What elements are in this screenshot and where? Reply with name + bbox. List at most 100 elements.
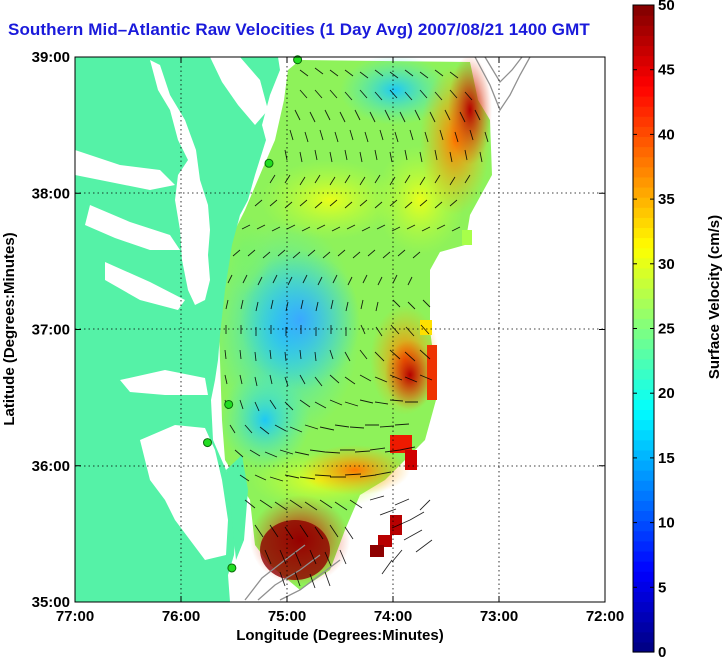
colorbar-swatch	[633, 591, 654, 603]
colorbar-swatch	[633, 621, 654, 633]
y-axis-title: Latitude (Degrees:Minutes)	[1, 232, 18, 425]
vector-rows-offshore	[369, 495, 433, 575]
colorbar-swatch	[633, 500, 654, 512]
colorbar-swatch	[633, 156, 654, 168]
x-tick-label: 73:00	[480, 608, 518, 625]
field-cell	[378, 535, 392, 547]
colorbar-swatch	[633, 459, 654, 471]
x-tick-label: 75:00	[268, 608, 306, 625]
colorbar-swatch	[633, 207, 654, 218]
colorbar-tick-label: 10	[658, 515, 675, 532]
colorbar-swatch	[633, 389, 654, 400]
field-blob-cyan-south	[220, 370, 310, 470]
velocity-field	[210, 57, 492, 590]
x-tick-label: 77:00	[56, 608, 94, 625]
hf-radar-sites	[203, 55, 303, 573]
colorbar-swatch	[633, 298, 654, 309]
field-cell	[370, 545, 384, 557]
colorbar-swatch	[633, 379, 654, 390]
colorbar-swatch	[633, 237, 654, 249]
hf-radar-site	[203, 438, 212, 448]
x-tick-label: 72:00	[586, 608, 624, 625]
colorbar-swatch	[633, 409, 654, 421]
field-blob-blue-center	[240, 250, 360, 390]
field-blob-red-east	[385, 340, 435, 410]
x-tick-label: 76:00	[162, 608, 200, 625]
x-axis-title: Longitude (Degrees:Minutes)	[236, 627, 444, 644]
colorbar-swatch	[633, 116, 654, 127]
vector-rows-north	[284, 67, 489, 163]
colorbar-swatch	[633, 318, 654, 330]
colorbar: 0 5 10 15 20 25 30 35 40 45 50	[632, 0, 675, 659]
colorbar-swatch	[633, 166, 654, 178]
colorbar-swatch	[633, 550, 654, 562]
colorbar-swatch	[633, 338, 654, 350]
colorbar-swatch	[633, 65, 654, 77]
colorbar-swatch	[633, 480, 654, 491]
colorbar-swatch	[633, 631, 654, 643]
colorbar-swatch	[633, 176, 654, 188]
y-tick-label: 35:00	[32, 594, 70, 611]
colorbar-tick-label: 50	[658, 0, 675, 14]
colorbar-title: Surface Velocity (cm/s)	[706, 215, 723, 379]
colorbar-swatch	[633, 227, 654, 239]
y-axis: 35:00 36:00 37:00 38:00 39:00	[32, 49, 605, 611]
colorbar-tick-label: 20	[658, 385, 675, 402]
bathymetry-contour	[474, 57, 531, 112]
colorbar-swatch	[633, 15, 654, 26]
colorbar-swatch	[633, 429, 654, 441]
colorbar-swatch	[633, 470, 654, 481]
colorbar-swatch	[633, 601, 654, 613]
pamlico-sound	[140, 425, 228, 560]
colorbar-tick-label: 25	[658, 321, 675, 338]
map-title: Southern Mid–Atlantic Raw Velocities (1 …	[8, 20, 590, 39]
barrier-island-1	[226, 455, 248, 560]
hf-radar-site	[293, 55, 303, 65]
colorbar-swatch	[633, 571, 654, 582]
grid-lines	[75, 57, 605, 602]
colorbar-swatch	[633, 611, 654, 623]
colorbar-tick-label: 35	[658, 191, 675, 208]
colorbar-swatch	[633, 217, 654, 229]
velocity-vectors	[224, 67, 489, 589]
colorbar-swatch	[633, 136, 654, 148]
field-cell	[405, 450, 417, 470]
colorbar-swatch	[633, 358, 654, 370]
colorbar-swatch	[633, 308, 654, 319]
bathymetry-contour	[279, 559, 341, 601]
colorbar-swatch	[633, 257, 654, 269]
colorbar-swatch	[633, 439, 654, 451]
chesapeake-bay	[150, 60, 210, 305]
colorbar-swatch	[633, 35, 654, 47]
colorbar-tick-label: 5	[658, 579, 666, 596]
field-blob-red-ne	[448, 57, 492, 165]
colorbar-swatch	[633, 45, 654, 57]
colorbar-tick-label: 40	[658, 126, 675, 143]
vector-rows-south	[224, 349, 433, 589]
colorbar-swatch	[633, 267, 654, 279]
hf-radar-site	[224, 399, 234, 409]
field-cell	[462, 230, 472, 245]
colorbar-tick-label: 15	[658, 450, 675, 467]
colorbar-swatch	[633, 186, 654, 198]
bay-tributary-3	[105, 262, 185, 310]
albemarle-sound	[120, 370, 208, 395]
colorbar-swatch	[633, 75, 654, 87]
colorbar-swatch	[633, 490, 654, 501]
y-tick-label: 37:00	[32, 322, 70, 339]
colorbar-swatch	[633, 85, 654, 97]
x-tick-label: 74:00	[374, 608, 412, 625]
delaware-bay	[210, 57, 268, 125]
field-cell	[427, 345, 437, 400]
bathymetry-contour	[257, 554, 321, 601]
colorbar-swatch	[633, 247, 654, 259]
field-cell	[390, 515, 402, 535]
y-tick-label: 38:00	[32, 185, 70, 202]
colorbar-tick-label: 0	[658, 644, 666, 659]
vector-rows-middle	[225, 174, 471, 337]
hf-radar-site	[264, 158, 274, 168]
colorbar-swatch	[633, 55, 654, 67]
colorbar-swatch	[633, 106, 654, 117]
colorbar-swatch	[633, 328, 654, 340]
